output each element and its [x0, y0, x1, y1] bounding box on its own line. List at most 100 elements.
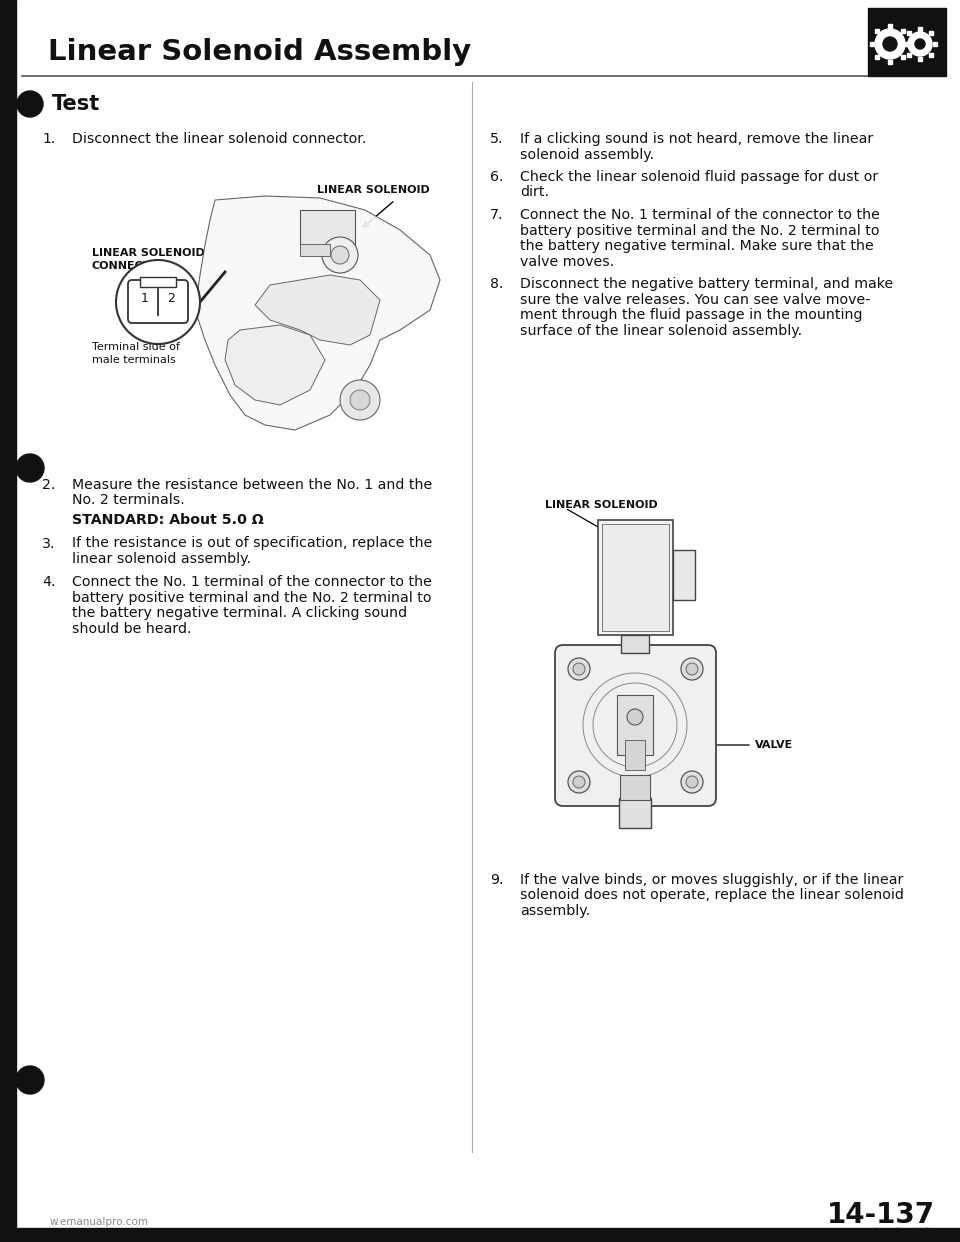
- Text: Terminal side of
male terminals: Terminal side of male terminals: [92, 342, 180, 365]
- Text: Linear Solenoid Assembly: Linear Solenoid Assembly: [48, 39, 471, 66]
- Circle shape: [686, 663, 698, 674]
- Text: w.emanualpro.com: w.emanualpro.com: [50, 1217, 149, 1227]
- Bar: [903, 42, 907, 46]
- Text: 2.: 2.: [42, 478, 56, 492]
- Text: 8.: 8.: [490, 277, 503, 291]
- Text: If the valve binds, or moves sluggishly, or if the linear: If the valve binds, or moves sluggishly,…: [520, 873, 903, 887]
- Circle shape: [17, 91, 43, 117]
- Bar: [300, 210, 355, 250]
- Bar: [620, 775, 650, 800]
- Text: linear solenoid assembly.: linear solenoid assembly.: [72, 551, 251, 566]
- Circle shape: [16, 455, 44, 482]
- Text: valve moves.: valve moves.: [520, 255, 614, 268]
- Bar: [907, 31, 911, 35]
- Text: Connect the No. 1 terminal of the connector to the: Connect the No. 1 terminal of the connec…: [72, 575, 432, 590]
- Bar: [918, 27, 922, 31]
- Text: LINEAR SOLENOID
CONNECTOR: LINEAR SOLENOID CONNECTOR: [92, 248, 204, 271]
- Text: dirt.: dirt.: [520, 185, 549, 200]
- Bar: [598, 520, 673, 635]
- Text: 4.: 4.: [42, 575, 56, 590]
- Polygon shape: [255, 274, 380, 345]
- Circle shape: [16, 1066, 44, 1094]
- Text: 3.: 3.: [42, 537, 56, 550]
- Text: 2: 2: [167, 292, 175, 304]
- Bar: [928, 52, 932, 57]
- Text: 9.: 9.: [490, 873, 503, 887]
- Bar: [876, 30, 879, 34]
- Bar: [933, 42, 937, 46]
- Circle shape: [908, 32, 932, 56]
- Text: If the resistance is out of specification, replace the: If the resistance is out of specificatio…: [72, 537, 432, 550]
- Bar: [907, 52, 911, 57]
- Text: solenoid assembly.: solenoid assembly.: [520, 148, 654, 161]
- Text: solenoid does not operate, replace the linear solenoid: solenoid does not operate, replace the l…: [520, 888, 904, 903]
- Bar: [673, 550, 695, 600]
- Bar: [602, 524, 669, 631]
- FancyBboxPatch shape: [128, 279, 188, 323]
- Bar: [888, 60, 892, 65]
- Bar: [918, 57, 922, 61]
- Circle shape: [627, 709, 643, 725]
- Text: the battery negative terminal. A clicking sound: the battery negative terminal. A clickin…: [72, 606, 407, 621]
- Text: LINEAR SOLENOID: LINEAR SOLENOID: [545, 501, 658, 510]
- Circle shape: [686, 776, 698, 787]
- Circle shape: [350, 390, 370, 410]
- Circle shape: [883, 37, 897, 51]
- Text: carmanualsonline.info: carmanualsonline.info: [827, 1227, 935, 1237]
- Text: 1.: 1.: [42, 132, 56, 147]
- Text: 7.: 7.: [490, 207, 503, 222]
- Text: the battery negative terminal. Make sure that the: the battery negative terminal. Make sure…: [520, 238, 874, 253]
- Bar: [0, 0, 16, 1242]
- Text: 1: 1: [141, 292, 149, 304]
- Circle shape: [568, 658, 590, 681]
- Bar: [876, 55, 879, 58]
- Circle shape: [331, 246, 349, 265]
- Circle shape: [915, 39, 925, 48]
- Text: VALVE: VALVE: [755, 740, 793, 750]
- Text: surface of the linear solenoid assembly.: surface of the linear solenoid assembly.: [520, 323, 803, 338]
- FancyBboxPatch shape: [555, 645, 716, 806]
- Text: should be heard.: should be heard.: [72, 622, 191, 636]
- Text: LINEAR SOLENOID: LINEAR SOLENOID: [317, 185, 430, 195]
- Bar: [868, 7, 946, 76]
- Text: 6.: 6.: [490, 170, 503, 184]
- Bar: [625, 740, 645, 770]
- Text: Disconnect the negative battery terminal, and make: Disconnect the negative battery terminal…: [520, 277, 893, 291]
- Text: sure the valve releases. You can see valve move-: sure the valve releases. You can see val…: [520, 293, 871, 307]
- Bar: [900, 55, 904, 58]
- Text: assembly.: assembly.: [520, 904, 590, 918]
- Circle shape: [340, 380, 380, 420]
- Bar: [888, 24, 892, 29]
- Bar: [140, 277, 176, 287]
- Text: No. 2 terminals.: No. 2 terminals.: [72, 493, 184, 508]
- Bar: [870, 42, 874, 46]
- Text: battery positive terminal and the No. 2 terminal to: battery positive terminal and the No. 2 …: [520, 224, 879, 237]
- Bar: [928, 31, 932, 35]
- Bar: [900, 30, 904, 34]
- Text: 14-137: 14-137: [827, 1201, 935, 1230]
- Circle shape: [875, 29, 905, 60]
- Circle shape: [681, 771, 703, 792]
- Bar: [621, 635, 649, 653]
- Bar: [906, 42, 910, 46]
- Circle shape: [573, 776, 585, 787]
- Text: battery positive terminal and the No. 2 terminal to: battery positive terminal and the No. 2 …: [72, 591, 431, 605]
- Circle shape: [681, 658, 703, 681]
- Text: Disconnect the linear solenoid connector.: Disconnect the linear solenoid connector…: [72, 132, 367, 147]
- Circle shape: [568, 771, 590, 792]
- Text: Test: Test: [52, 94, 100, 114]
- Bar: [619, 799, 651, 828]
- Text: If a clicking sound is not heard, remove the linear: If a clicking sound is not heard, remove…: [520, 132, 874, 147]
- Text: STANDARD: About 5.0 Ω: STANDARD: About 5.0 Ω: [72, 513, 264, 527]
- Text: Check the linear solenoid fluid passage for dust or: Check the linear solenoid fluid passage …: [520, 170, 878, 184]
- Text: 5.: 5.: [490, 132, 503, 147]
- Bar: [617, 696, 653, 755]
- Text: Connect the No. 1 terminal of the connector to the: Connect the No. 1 terminal of the connec…: [520, 207, 880, 222]
- Bar: [0, 1228, 960, 1242]
- Polygon shape: [195, 196, 440, 430]
- Circle shape: [573, 663, 585, 674]
- Circle shape: [322, 237, 358, 273]
- Text: ment through the fluid passage in the mounting: ment through the fluid passage in the mo…: [520, 308, 862, 322]
- Bar: [300, 243, 330, 256]
- Circle shape: [116, 260, 200, 344]
